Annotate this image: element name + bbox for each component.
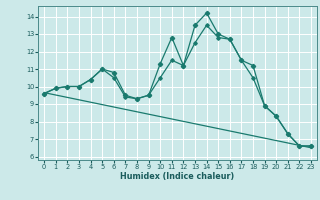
X-axis label: Humidex (Indice chaleur): Humidex (Indice chaleur): [120, 172, 235, 181]
